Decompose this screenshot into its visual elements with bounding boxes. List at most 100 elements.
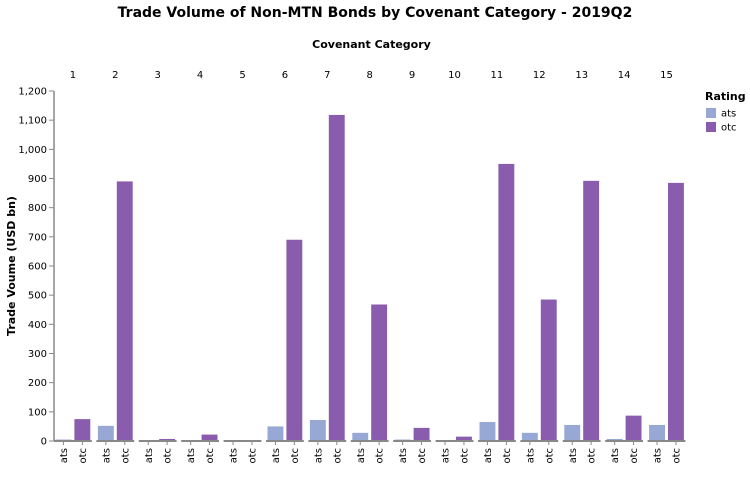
y-tick-label: 700 — [28, 232, 47, 243]
x-tick-label: otc — [544, 448, 555, 464]
facet-label: 15 — [660, 70, 673, 81]
x-tick-label: otc — [502, 448, 513, 464]
x-tick-label: otc — [629, 448, 640, 464]
facet-3: 3 ats otc — [138, 70, 177, 464]
y-tick-label: 1,200 — [18, 87, 47, 98]
bar-otc-3 — [159, 438, 176, 441]
facet-6: 6 ats otc — [266, 70, 304, 464]
bar-otc-2 — [116, 181, 133, 441]
facet-label: 6 — [282, 70, 288, 81]
facet-label: 5 — [239, 70, 245, 81]
x-tick-label: otc — [587, 448, 598, 464]
y-tick-label: 300 — [28, 349, 47, 360]
bar-otc-15 — [668, 182, 684, 441]
facet-label: 13 — [575, 70, 588, 81]
y-tick-label: 900 — [28, 174, 47, 185]
x-tick-label: ats — [144, 448, 155, 463]
facet-13: 13 ats otc — [562, 70, 601, 464]
x-tick-label: otc — [375, 448, 386, 464]
x-tick-label: ats — [610, 448, 621, 463]
facet-label: 7 — [324, 70, 330, 81]
x-tick-label: otc — [247, 448, 258, 464]
x-tick-label: ats — [101, 448, 112, 463]
x-tick-label: ats — [441, 448, 452, 463]
x-tick-label: otc — [459, 448, 470, 464]
bar-ats-13 — [564, 424, 581, 441]
facet-label: 12 — [533, 70, 546, 81]
x-tick-label: otc — [78, 448, 89, 464]
bar-ats-7 — [309, 420, 326, 441]
chart-title: Trade Volume of Non-MTN Bonds by Covenan… — [118, 5, 633, 21]
y-tick-label: 1,100 — [18, 116, 47, 127]
facet-11: 11 ats otc — [478, 70, 516, 464]
x-tick-label: ats — [59, 448, 70, 463]
bar-otc-9 — [413, 427, 430, 441]
legend-swatch-otc — [706, 122, 716, 132]
x-tick-label: otc — [163, 448, 174, 464]
y-tick-label: 500 — [28, 291, 47, 302]
legend-swatch-ats — [706, 108, 716, 118]
bar-ats-14 — [606, 438, 623, 441]
bar-otc-11 — [498, 163, 515, 441]
bar-ats-6 — [267, 426, 284, 441]
bar-otc-14 — [625, 415, 642, 441]
facet-8: 8 ats otc — [350, 70, 389, 464]
y-tick-label: 0 — [41, 437, 47, 448]
x-tick-label: otc — [671, 448, 682, 464]
bar-otc-7 — [328, 114, 345, 442]
legend-title: Rating — [705, 90, 746, 103]
facet-2: 2 ats otc — [96, 70, 135, 464]
x-tick-label: ats — [525, 448, 536, 463]
x-tick-label: otc — [332, 448, 343, 464]
facet-10: 10 ats otc — [435, 70, 474, 464]
bar-ats-12 — [521, 432, 538, 441]
facet-label: 3 — [155, 70, 161, 81]
facet-label: 4 — [197, 70, 203, 81]
y-tick-label: 400 — [28, 320, 47, 331]
facet-12: 12 ats otc — [520, 70, 559, 464]
facet-label: 8 — [367, 70, 373, 81]
bar-otc-4 — [201, 434, 218, 441]
y-tick-label: 800 — [28, 203, 47, 214]
bar-otc-10 — [456, 436, 472, 441]
y-tick-label: 600 — [28, 262, 47, 273]
bar-otc-13 — [583, 180, 600, 442]
x-tick-label: otc — [417, 448, 428, 464]
facet-15: 15 ats otc — [647, 70, 686, 464]
y-tick-label: 100 — [28, 407, 47, 418]
bar-otc-8 — [371, 304, 388, 441]
facet-1: 1 ats otc — [54, 70, 92, 464]
x-tick-label: otc — [290, 448, 301, 464]
bar-ats-2 — [97, 425, 114, 441]
axes: 0 100 200 300 400 500 600 700 800 900 1,000 1,100 1,… — [18, 87, 55, 448]
x-tick-label: otc — [205, 448, 216, 464]
legend: Rating ats otc — [705, 90, 746, 134]
facet-7: 7 ats otc — [308, 70, 347, 464]
facet-9: 9 ats otc — [393, 70, 431, 464]
facet-label: 10 — [448, 70, 461, 81]
x-tick-label: ats — [186, 448, 197, 463]
legend-label-ats: ats — [721, 109, 736, 120]
bar-otc-12 — [540, 299, 557, 441]
x-tick-label: ats — [568, 448, 579, 463]
facet-label: 14 — [618, 70, 631, 81]
facet-label: 9 — [409, 70, 415, 81]
x-tick-label: ats — [483, 448, 494, 463]
y-tick-label: 1,000 — [18, 145, 47, 156]
x-tick-label: ats — [313, 448, 324, 463]
bar-ats-8 — [352, 432, 369, 441]
y-tick-label: 200 — [28, 378, 47, 389]
facet-label: 1 — [70, 70, 76, 81]
bar-ats-15 — [649, 424, 665, 441]
x-tick-label: ats — [653, 448, 664, 463]
facet-14: 14 ats otc — [605, 70, 643, 464]
bar-otc-1 — [74, 419, 91, 441]
x-tick-label: ats — [229, 448, 240, 463]
x-tick-label: ats — [271, 448, 282, 463]
bar-ats-11 — [479, 422, 496, 441]
facet-label: 2 — [112, 70, 118, 81]
facet-label: 11 — [491, 70, 504, 81]
